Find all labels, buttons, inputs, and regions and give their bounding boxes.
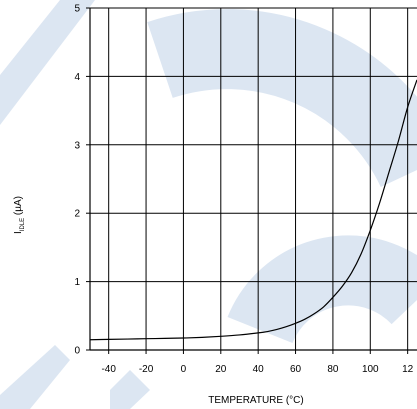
series-line — [89, 79, 417, 341]
x-tick-label: -40 — [101, 364, 116, 375]
y-tick-label: 3 — [74, 140, 80, 151]
y-axis-label-sub: IDLE — [20, 218, 26, 231]
x-tick-label: 0 — [181, 364, 187, 375]
x-tick-label: 80 — [327, 364, 339, 375]
y-tick-label: 2 — [74, 209, 80, 220]
watermark-slash-mid — [110, 370, 150, 409]
y-axis-label-unit: (µA) — [13, 196, 24, 218]
watermark-slash-top — [0, 0, 95, 125]
x-tick-label: 40 — [253, 364, 265, 375]
chart-labels: TEMPERATURE (°C) IIDLE (µA) — [13, 196, 304, 406]
watermark-arc-large — [147, 9, 417, 188]
x-axis-label: TEMPERATURE (°C) — [208, 395, 303, 406]
watermark-arc-small — [227, 235, 417, 345]
y-tick-label: 5 — [74, 4, 80, 15]
y-axis-label-main: I — [13, 231, 24, 234]
x-tick-label: 12 — [402, 364, 414, 375]
x-tick-label: 60 — [290, 364, 302, 375]
y-tick-label: 1 — [74, 277, 80, 288]
y-tick-label: 0 — [74, 346, 80, 357]
x-tick-label: 100 — [362, 364, 379, 375]
x-tick-label: -20 — [139, 364, 154, 375]
y-tick-label: 4 — [74, 72, 80, 83]
y-axis-label: IIDLE (µA) — [13, 196, 26, 234]
x-tick-label: 20 — [215, 364, 227, 375]
watermark-slash-bottom — [0, 345, 70, 409]
